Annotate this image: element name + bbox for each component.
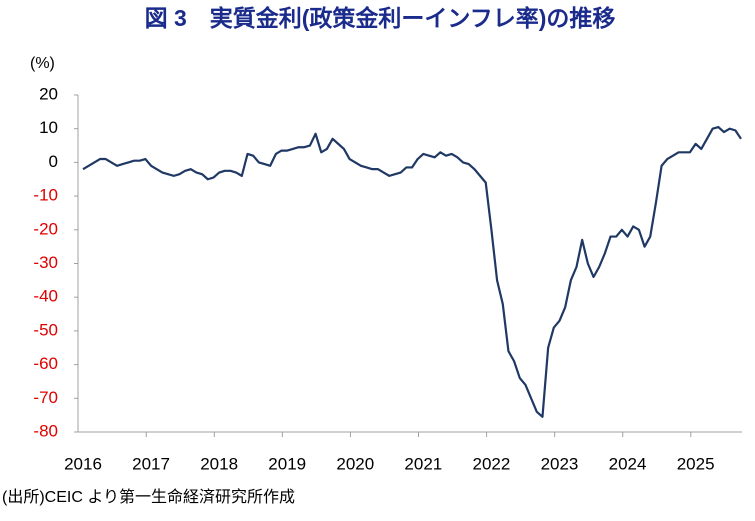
x-tick-label: 2017 xyxy=(132,454,170,473)
source-note: (出所)CEIC より第一生命経済研究所作成 xyxy=(2,488,295,506)
x-tick-label: 2019 xyxy=(268,454,306,473)
x-tick-label: 2020 xyxy=(336,454,374,473)
y-tick-label: -80 xyxy=(33,421,58,440)
y-tick-label: -10 xyxy=(33,186,58,205)
x-tick-label: 2021 xyxy=(404,454,442,473)
y-tick-label: -40 xyxy=(33,287,58,306)
y-tick-label: 20 xyxy=(39,84,58,103)
x-tick-label: 2018 xyxy=(200,454,238,473)
x-tick-label: 2022 xyxy=(472,454,510,473)
y-tick-label: 10 xyxy=(39,118,58,137)
x-tick-label: 2023 xyxy=(541,454,579,473)
y-tick-label: -70 xyxy=(33,388,58,407)
y-tick-label: -60 xyxy=(33,354,58,373)
y-tick-label: -20 xyxy=(33,219,58,238)
y-unit: (%) xyxy=(30,55,55,72)
x-tick-label: 2024 xyxy=(609,454,647,473)
y-tick-label: -30 xyxy=(33,253,58,272)
data-line xyxy=(82,125,742,418)
y-tick-label: 0 xyxy=(49,152,58,171)
y-tick-label: -50 xyxy=(33,320,58,339)
x-tick-label: 2025 xyxy=(677,454,715,473)
x-tick-label: 2016 xyxy=(64,454,102,473)
chart-title: 図 3 実質金利(政策金利ーインフレ率)の推移 xyxy=(145,5,616,31)
